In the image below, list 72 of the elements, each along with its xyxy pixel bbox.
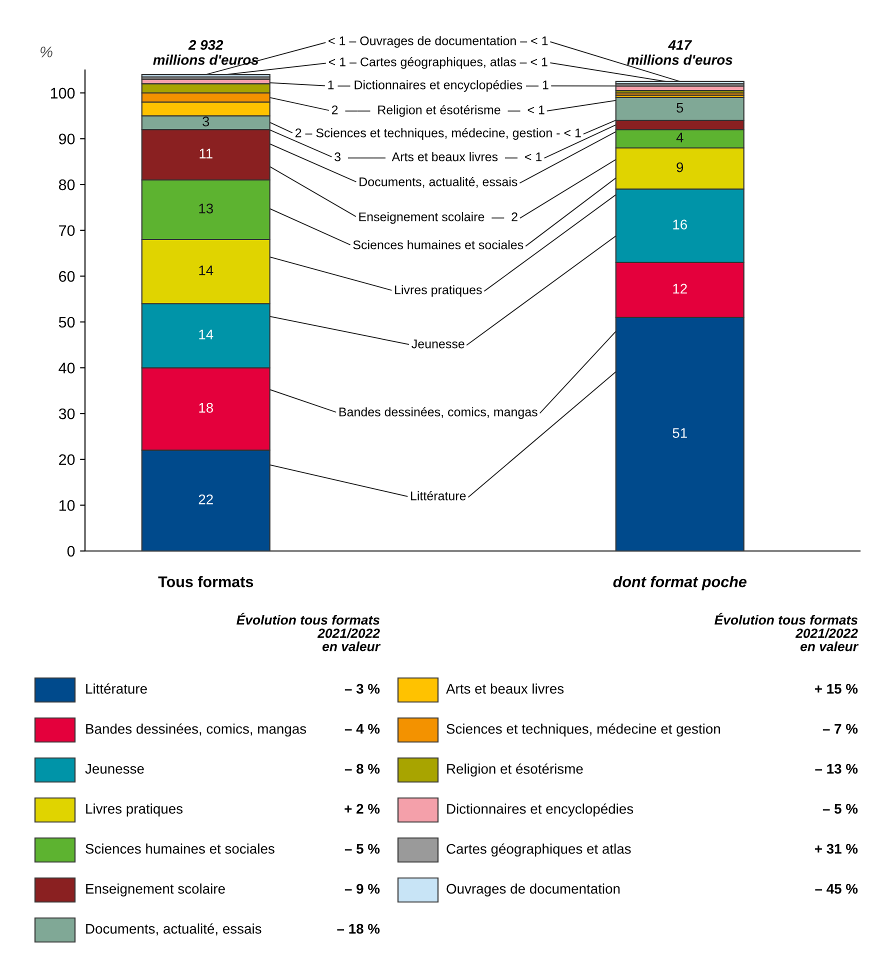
- y-tick-label: 50: [58, 316, 75, 328]
- legend-label: Jeunesse: [85, 764, 144, 774]
- bar: [141, 74, 270, 78]
- legend-label: Bandes dessinées, comics, mangas: [86, 723, 306, 737]
- legend-title: Évolution tous formats 2021/2022 en valeur: [236, 612, 381, 652]
- text: – 8 %: [344, 764, 380, 774]
- text: – 4 %: [344, 724, 380, 734]
- text: – 5 %: [822, 804, 858, 814]
- annotation: 1 — Dictionnaires et encyclopédies — 1: [328, 80, 548, 92]
- data-label: 14: [199, 266, 214, 276]
- y-tick-label: 100: [50, 88, 75, 99]
- legend-label: Sciences et techniques, médecine et gestion: [446, 723, 720, 737]
- text: 417 millions d'euros: [627, 40, 732, 65]
- annotation: 2 —— Religion et ésotérisme — < 1: [332, 105, 544, 117]
- text: – 5 %: [344, 844, 380, 854]
- annotation: < 1 – Cartes géographiques, atlas – < 1: [328, 57, 548, 69]
- legend-label: Ouvrages de documentation: [446, 884, 620, 896]
- legend-label: Littérature: [86, 683, 147, 694]
- data-label: 9: [676, 162, 684, 172]
- annotation: Bandes dessinées, comics, mangas: [339, 407, 538, 419]
- y-tick-label: 90: [59, 134, 75, 144]
- legend-label: Dictionnaires et encyclopédies: [447, 803, 634, 817]
- text: – 18 %: [337, 924, 380, 934]
- y-tick-label: 70: [59, 225, 75, 236]
- annotation: Littérature: [411, 491, 466, 500]
- annotation: Documents, actualité, essais: [360, 176, 518, 188]
- data-label: 14: [199, 330, 214, 340]
- legend-label: Livres pratiques: [86, 804, 183, 816]
- text: – 3 %: [344, 684, 380, 694]
- y-tick-label: 80: [58, 179, 75, 190]
- data-label: 16: [673, 220, 687, 230]
- text: – 13 %: [815, 764, 858, 774]
- x-tick-label: dont format poche: [613, 576, 747, 590]
- text: + 31 %: [814, 844, 858, 854]
- x-tick-label: Tous formats: [158, 576, 254, 588]
- text: + 15 %: [814, 684, 858, 694]
- annotation: 3 ——— Arts et beaux livres — < 1: [334, 152, 542, 162]
- y-tick-label: 20: [59, 454, 75, 466]
- bar: [615, 80, 744, 84]
- data-label: 51: [672, 428, 687, 438]
- legend-label: Enseignement scolaire: [86, 884, 225, 896]
- annotation: Enseignement scolaire — 2: [359, 212, 518, 224]
- legend-label: Sciences humaines et sociales: [86, 844, 274, 854]
- data-label: 12: [673, 284, 687, 294]
- data-label: 5: [676, 102, 684, 113]
- annotation: Jeunesse: [412, 340, 464, 348]
- y-axis-title: %: [40, 46, 52, 58]
- annotation: < 1 – Ouvrages de documentation – < 1: [328, 36, 548, 48]
- annotation: Livres pratiques: [395, 285, 482, 297]
- data-label: 3: [202, 116, 210, 126]
- legend-label: Arts et beaux livres: [446, 684, 564, 694]
- legend-label: Religion et ésotérisme: [447, 763, 583, 777]
- text: – 45 %: [815, 884, 858, 894]
- y-tick-label: 30: [58, 408, 75, 420]
- data-label: 13: [199, 204, 213, 214]
- data-label: 11: [200, 148, 212, 158]
- y-tick-label: 10: [59, 500, 75, 511]
- legend-label: Documents, actualité, essais: [86, 923, 262, 936]
- text: Évolution tous formats 2021/2022 en valeur: [714, 612, 859, 652]
- y-tick-label: 40: [58, 362, 75, 374]
- text: – 9 %: [344, 884, 380, 894]
- data-label: 22: [198, 494, 213, 504]
- text: 2 932 millions d'euros: [153, 40, 258, 65]
- text: + 2 %: [344, 804, 380, 814]
- text: – 7 %: [822, 724, 858, 734]
- y-tick-label: 0: [67, 546, 75, 557]
- data-label: 4: [676, 132, 684, 142]
- data-label: 18: [199, 402, 213, 413]
- y-tick-label: 60: [59, 271, 75, 282]
- legend-label: Cartes géographiques et atlas: [446, 843, 631, 857]
- annotation: Sciences humaines et sociales: [353, 240, 524, 250]
- annotation: 2 – Sciences et techniques, médecine, gestion - < 1: [295, 128, 581, 140]
